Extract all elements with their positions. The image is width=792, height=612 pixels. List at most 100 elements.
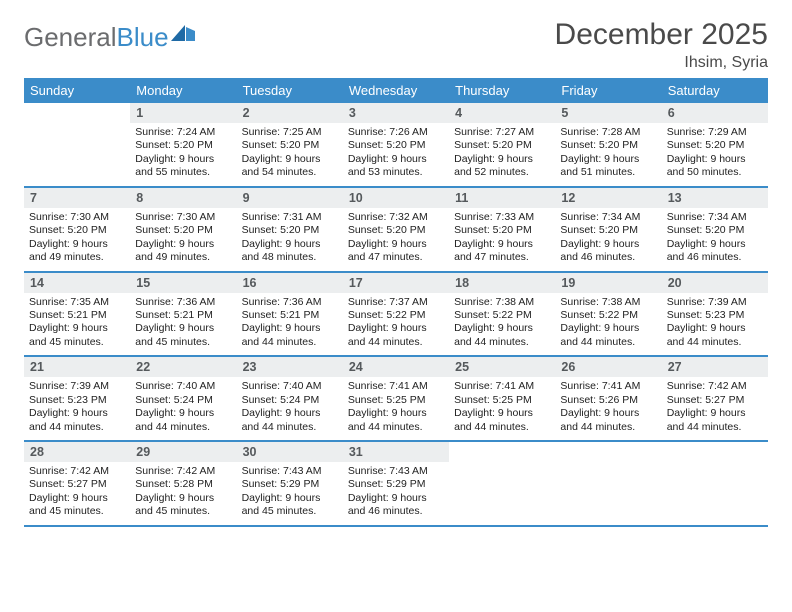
day-number: 24 (343, 357, 449, 377)
brand-part1: General (24, 22, 117, 53)
info-line: Daylight: 9 hours and 44 minutes. (29, 407, 125, 434)
info-line: Sunset: 5:21 PM (242, 309, 338, 322)
info-line: Sunrise: 7:42 AM (667, 380, 763, 393)
info-line: Sunset: 5:22 PM (454, 309, 550, 322)
info-line: Daylight: 9 hours and 45 minutes. (242, 492, 338, 519)
day-info: Sunrise: 7:38 AMSunset: 5:22 PMDaylight:… (449, 293, 555, 356)
info-line: Daylight: 9 hours and 44 minutes. (348, 407, 444, 434)
calendar-cell: 21 Sunrise: 7:39 AMSunset: 5:23 PMDayligh… (24, 356, 130, 441)
day-number: 14 (24, 273, 130, 293)
day-info: Sunrise: 7:34 AMSunset: 5:20 PMDaylight:… (662, 208, 768, 271)
info-line: Daylight: 9 hours and 51 minutes. (560, 153, 656, 180)
info-line: Sunset: 5:20 PM (667, 224, 763, 237)
calendar-cell: 8Sunrise: 7:30 AMSunset: 5:20 PMDaylight… (130, 187, 236, 272)
calendar-cell: 13Sunrise: 7:34 AMSunset: 5:20 PMDayligh… (662, 187, 768, 272)
info-line: Sunrise: 7:38 AM (454, 296, 550, 309)
weekday-header: Saturday (662, 78, 768, 103)
info-line: Sunset: 5:20 PM (135, 139, 231, 152)
day-info: Sunrise: 7:40 AMSunset: 5:24 PMDaylight:… (237, 377, 343, 440)
day-number: 6 (662, 103, 768, 123)
day-info: Sunrise: 7:42 AMSunset: 5:27 PMDaylight:… (662, 377, 768, 440)
info-line: Daylight: 9 hours and 55 minutes. (135, 153, 231, 180)
calendar-cell: 26Sunrise: 7:41 AMSunset: 5:26 PMDayligh… (555, 356, 661, 441)
day-number: 10 (343, 188, 449, 208)
day-info: Sunrise: 7:26 AMSunset: 5:20 PMDaylight:… (343, 123, 449, 186)
day-number: 2 (237, 103, 343, 123)
day-info: Sunrise: 7:36 AMSunset: 5:21 PMDaylight:… (237, 293, 343, 356)
calendar-cell: 18Sunrise: 7:38 AMSunset: 5:22 PMDayligh… (449, 272, 555, 357)
info-line: Sunrise: 7:41 AM (560, 380, 656, 393)
info-line: Sunrise: 7:34 AM (667, 211, 763, 224)
day-number: 18 (449, 273, 555, 293)
day-info: Sunrise: 7:43 AMSunset: 5:29 PMDaylight:… (343, 462, 449, 525)
info-line: Sunrise: 7:33 AM (454, 211, 550, 224)
info-line: Sunset: 5:26 PM (560, 394, 656, 407)
calendar-cell: 10Sunrise: 7:32 AMSunset: 5:20 PMDayligh… (343, 187, 449, 272)
info-line: Daylight: 9 hours and 45 minutes. (29, 322, 125, 349)
info-line: Sunrise: 7:24 AM (135, 126, 231, 139)
day-info: Sunrise: 7:27 AMSunset: 5:20 PMDaylight:… (449, 123, 555, 186)
info-line: Sunset: 5:20 PM (454, 139, 550, 152)
page-subtitle: Ihsim, Syria (555, 54, 768, 72)
info-line: Sunrise: 7:30 AM (29, 211, 125, 224)
day-number: 22 (130, 357, 236, 377)
day-info: Sunrise: 7:33 AMSunset: 5:20 PMDaylight:… (449, 208, 555, 271)
info-line: Daylight: 9 hours and 50 minutes. (667, 153, 763, 180)
day-number: 21 (24, 357, 130, 377)
info-line: Sunset: 5:25 PM (454, 394, 550, 407)
calendar-row: 21Sunrise: 7:39 AMSunset: 5:23 PMDayligh… (24, 356, 768, 441)
info-line: Daylight: 9 hours and 44 minutes. (242, 322, 338, 349)
calendar-cell: 17Sunrise: 7:37 AMSunset: 5:22 PMDayligh… (343, 272, 449, 357)
day-number: 31 (343, 442, 449, 462)
weekday-header: Friday (555, 78, 661, 103)
day-info: Sunrise: 7:32 AMSunset: 5:20 PMDaylight:… (343, 208, 449, 271)
title-block: December 2025 Ihsim, Syria (555, 18, 768, 72)
day-info: Sunrise: 7:41 AMSunset: 5:25 PMDaylight:… (449, 377, 555, 440)
day-info: Sunrise: 7:43 AMSunset: 5:29 PMDaylight:… (237, 462, 343, 525)
info-line: Sunset: 5:20 PM (560, 139, 656, 152)
day-info: Sunrise: 7:24 AMSunset: 5:20 PMDaylight:… (130, 123, 236, 186)
info-line: Sunrise: 7:28 AM (560, 126, 656, 139)
day-info: Sunrise: 7:28 AMSunset: 5:20 PMDaylight:… (555, 123, 661, 186)
calendar-cell: 25Sunrise: 7:41 AMSunset: 5:25 PMDayligh… (449, 356, 555, 441)
day-number: 15 (130, 273, 236, 293)
info-line: Sunset: 5:24 PM (135, 394, 231, 407)
day-info: Sunrise: 7:25 AMSunset: 5:20 PMDaylight:… (237, 123, 343, 186)
info-line: Sunset: 5:21 PM (135, 309, 231, 322)
day-number: 23 (237, 357, 343, 377)
day-info: Sunrise: 7:42 AMSunset: 5:27 PMDaylight:… (24, 462, 130, 525)
day-number: 8 (130, 188, 236, 208)
info-line: Sunrise: 7:25 AM (242, 126, 338, 139)
day-info: Sunrise: 7:30 AMSunset: 5:20 PMDaylight:… (130, 208, 236, 271)
info-line: Sunset: 5:23 PM (29, 394, 125, 407)
day-info: Sunrise: 7:30 AMSunset: 5:20 PMDaylight:… (24, 208, 130, 271)
weekday-header: Thursday (449, 78, 555, 103)
calendar-cell: 29Sunrise: 7:42 AMSunset: 5:28 PMDayligh… (130, 441, 236, 526)
calendar-cell: 15Sunrise: 7:36 AMSunset: 5:21 PMDayligh… (130, 272, 236, 357)
info-line: Daylight: 9 hours and 46 minutes. (667, 238, 763, 265)
day-number: 20 (662, 273, 768, 293)
info-line: Daylight: 9 hours and 44 minutes. (560, 407, 656, 434)
info-line: Sunrise: 7:39 AM (29, 380, 125, 393)
info-line: Sunrise: 7:27 AM (454, 126, 550, 139)
calendar-cell: 22Sunrise: 7:40 AMSunset: 5:24 PMDayligh… (130, 356, 236, 441)
info-line: Daylight: 9 hours and 44 minutes. (454, 322, 550, 349)
header: GeneralBlue December 2025 Ihsim, Syria (24, 18, 768, 72)
info-line: Sunrise: 7:35 AM (29, 296, 125, 309)
day-info: Sunrise: 7:37 AMSunset: 5:22 PMDaylight:… (343, 293, 449, 356)
calendar-cell: 7Sunrise: 7:30 AMSunset: 5:20 PMDaylight… (24, 187, 130, 272)
info-line: Daylight: 9 hours and 46 minutes. (560, 238, 656, 265)
day-number: 17 (343, 273, 449, 293)
info-line: Daylight: 9 hours and 44 minutes. (348, 322, 444, 349)
calendar-cell: 30Sunrise: 7:43 AMSunset: 5:29 PMDayligh… (237, 441, 343, 526)
brand-logo: GeneralBlue (24, 18, 195, 53)
info-line: Daylight: 9 hours and 52 minutes. (454, 153, 550, 180)
info-line: Daylight: 9 hours and 44 minutes. (135, 407, 231, 434)
calendar-cell: 3Sunrise: 7:26 AMSunset: 5:20 PMDaylight… (343, 103, 449, 187)
day-number: 29 (130, 442, 236, 462)
info-line: Sunset: 5:20 PM (348, 224, 444, 237)
calendar-cell: 28Sunrise: 7:42 AMSunset: 5:27 PMDayligh… (24, 441, 130, 526)
day-info: Sunrise: 7:41 AMSunset: 5:25 PMDaylight:… (343, 377, 449, 440)
calendar-body: 01Sunrise: 7:24 AMSunset: 5:20 PMDayligh… (24, 103, 768, 526)
info-line: Sunset: 5:27 PM (667, 394, 763, 407)
